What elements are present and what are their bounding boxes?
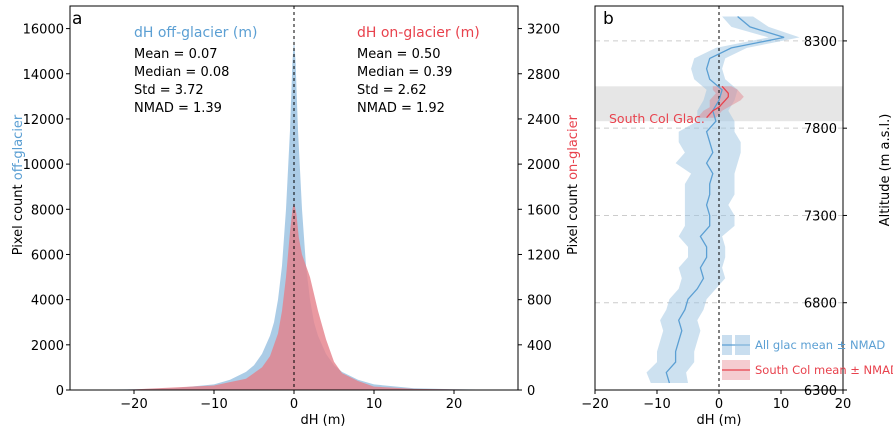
y-left-tick-label: 12000 — [23, 113, 64, 128]
panel-label-b: b — [603, 9, 614, 29]
y-right-tick-label: 1600 — [527, 203, 560, 218]
y-axis-label-left: Pixel count off-glacier — [11, 114, 26, 255]
south-col-nmad-envelope — [697, 86, 744, 118]
stats-on-glacier: dH on-glacier (m) Mean = 0.50 Median = 0… — [357, 25, 480, 116]
x-tick-label: 10 — [773, 397, 790, 412]
y-left-tick-label: 8000 — [31, 203, 64, 218]
legend-label-south-col: South Col mean ± NMAD — [755, 363, 893, 377]
south-col-band-label: South Col Glac. — [609, 111, 705, 126]
y-axis-label-right: Pixel count on-glacier — [566, 114, 581, 254]
x-tick-label: −20 — [120, 397, 147, 412]
y-right-tick-label: 3200 — [527, 23, 560, 38]
altitude-tick-label: 7800 — [804, 122, 837, 137]
all-glac-mean-line — [665, 16, 785, 384]
legend: All glac mean ± NMAD South Col mean ± NM… — [722, 335, 893, 380]
stats-off-title: dH off-glacier (m) — [134, 25, 257, 41]
x-tick-label: 20 — [835, 397, 852, 412]
stats-off-glacier: dH off-glacier (m) Mean = 0.07 Median = … — [134, 25, 257, 116]
y-left-tick-label: 10000 — [23, 158, 64, 173]
stats-on-std: Std = 2.62 — [357, 83, 427, 98]
stats-off-mean: Mean = 0.07 — [134, 47, 218, 62]
y-right-tick-label: 800 — [527, 294, 552, 309]
x-tick-label: 10 — [366, 397, 383, 412]
x-tick-label: 20 — [446, 397, 463, 412]
y-axis-left-ticks: 0 2000 4000 6000 8000 10000 12000 14000 16000 — [23, 23, 70, 399]
legend-label-all: All glac mean ± NMAD — [755, 338, 885, 352]
x-tick-label: 0 — [715, 397, 723, 412]
all-glac-nmad-envelope — [646, 16, 800, 383]
y-left-tick-label: 4000 — [31, 294, 64, 309]
mean-lines — [665, 16, 785, 384]
y-axis-right-ticks: 0 400 800 1200 1600 2000 2400 2800 3200 — [518, 23, 560, 399]
y-right-tick-label: 2000 — [527, 158, 560, 173]
panel-label-a: a — [72, 9, 82, 29]
y-left-tick-label: 16000 — [23, 23, 64, 38]
stats-off-std: Std = 3.72 — [134, 83, 204, 98]
altitude-tick-label: 6800 — [804, 297, 837, 312]
x-axis-label-b: dH (m) — [697, 413, 742, 428]
stats-on-mean: Mean = 0.50 — [357, 47, 441, 62]
stats-off-median: Median = 0.08 — [134, 65, 229, 80]
stats-on-title: dH on-glacier (m) — [357, 25, 480, 41]
altitude-tick-label: 7300 — [804, 209, 837, 224]
x-tick-label: 0 — [290, 397, 298, 412]
nmad-envelopes — [646, 16, 800, 383]
y-axis-label-b: Altitude (m a.s.l.) — [878, 114, 893, 227]
y-right-tick-label: 1200 — [527, 248, 560, 263]
stats-off-nmad: NMAD = 1.39 — [134, 101, 222, 116]
y-left-tick-label: 2000 — [31, 339, 64, 354]
y-left-tick-label: 0 — [56, 384, 64, 399]
x-tick-label: −10 — [200, 397, 227, 412]
y-right-tick-label: 2400 — [527, 113, 560, 128]
y-right-tick-label: 2800 — [527, 68, 560, 83]
y-axis-label-left-highlight: off-glacier — [11, 114, 26, 180]
x-axis-ticks-a: −20 −10 0 10 20 — [120, 390, 462, 412]
y-left-tick-label: 14000 — [23, 68, 64, 83]
y-right-tick-label: 0 — [527, 384, 535, 399]
x-axis-label-a: dH (m) — [301, 413, 346, 428]
south-col-mean-line — [706, 85, 729, 119]
altitude-tick-label: 8300 — [804, 35, 837, 50]
x-axis-ticks-b: −20 −10 0 10 20 — [581, 390, 851, 412]
altitude-ticks: 6300 6800 7300 7800 8300 — [804, 35, 847, 399]
x-tick-label: −10 — [643, 397, 670, 412]
panel-b: −20 −10 0 10 20 6300 6800 7300 7800 8300 b South… — [581, 5, 893, 428]
altitude-tick-label: 6300 — [804, 384, 837, 399]
y-right-tick-label: 400 — [527, 339, 552, 354]
x-tick-label: −20 — [581, 397, 608, 412]
panel-a: −20 −10 0 10 20 0200040006000800010000120001… — [11, 5, 581, 428]
stats-on-median: Median = 0.39 — [357, 65, 452, 80]
y-axis-label-right-highlight: on-glacier — [566, 114, 581, 179]
y-left-tick-label: 6000 — [31, 248, 64, 263]
legend-swatch-all-right — [735, 335, 750, 355]
stats-on-nmad: NMAD = 1.92 — [357, 101, 445, 116]
